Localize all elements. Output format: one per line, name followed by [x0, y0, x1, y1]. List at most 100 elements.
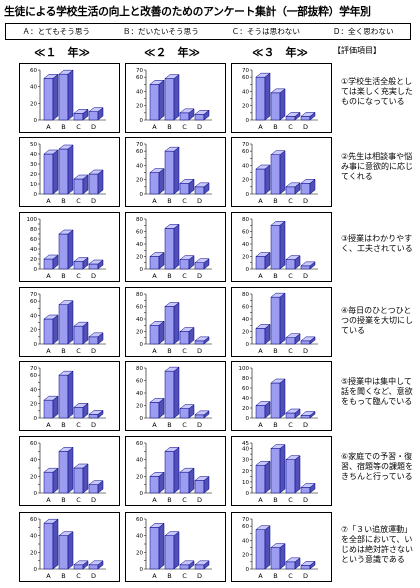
x-tick-label: A: [152, 197, 157, 205]
y-tick-label: 40: [136, 163, 143, 169]
y-tick-label: 60: [136, 149, 143, 155]
bar-D: [300, 178, 316, 195]
y-tick-label: 40: [30, 534, 37, 540]
y-tick-label: 0: [140, 192, 144, 198]
y-tick-label: 60: [30, 68, 37, 74]
y-tick-label: 60: [30, 441, 37, 447]
x-tick-label: A: [258, 421, 263, 429]
y-tick-label: 0: [140, 267, 144, 273]
x-tick-label: C: [182, 272, 187, 280]
bar-A: [149, 471, 165, 494]
chart-item2-grade1: 0 10 20 30 40 50 A B C D: [19, 137, 120, 207]
x-tick-label: D: [91, 123, 96, 131]
y-tick-label: 60: [136, 379, 143, 385]
x-tick-label: A: [258, 496, 263, 504]
bar-B: [58, 144, 74, 195]
bar-B: [270, 220, 286, 270]
y-tick-label: 40: [136, 242, 143, 248]
x-tick-label: D: [197, 123, 202, 131]
bar-C: [73, 463, 89, 494]
y-tick-label: 0: [34, 567, 38, 573]
y-tick-label: 40: [136, 317, 143, 323]
x-tick-label: B: [273, 347, 277, 355]
chart-item4-grade3: 0 20 40 60 80 A B C D: [231, 287, 332, 357]
x-tick-label: D: [303, 272, 308, 280]
x-tick-label: C: [182, 572, 187, 580]
y-tick-label: 30: [242, 458, 249, 464]
y-tick-label: 20: [136, 104, 143, 110]
bar-C: [179, 178, 195, 195]
chart-item1-grade2: 0 20 40 60 70 A B C D: [125, 63, 226, 133]
bar-B: [164, 366, 180, 419]
grade-header-1: ≪１ 年≫: [34, 46, 91, 59]
y-tick-label: 20: [30, 101, 37, 107]
bar-D: [300, 410, 316, 419]
bar-D: [88, 409, 104, 419]
y-tick-label: 20: [136, 330, 143, 336]
y-tick-label: 40: [30, 387, 37, 393]
x-tick-label: C: [182, 421, 187, 429]
y-tick-label: 80: [242, 217, 249, 223]
y-tick-label: 40: [30, 313, 37, 319]
x-tick-label: A: [258, 197, 263, 205]
chart-item4-grade2: 0 20 40 60 80 A B C D: [125, 287, 226, 357]
y-tick-label: 0: [246, 491, 250, 497]
x-tick-label: A: [152, 272, 157, 280]
y-tick-label: 0: [34, 192, 38, 198]
x-tick-label: D: [91, 347, 96, 355]
x-tick-label: C: [288, 197, 293, 205]
y-tick-label: 0: [140, 567, 144, 573]
bar-C: [179, 108, 195, 121]
y-tick-label: 60: [242, 386, 249, 392]
y-tick-label: 60: [30, 373, 37, 379]
bar-C: [73, 256, 89, 270]
y-tick-label: 20: [136, 550, 143, 556]
x-tick-label: B: [167, 197, 171, 205]
y-tick-label: 0: [246, 118, 250, 124]
bar-B: [270, 543, 286, 570]
bar-A: [255, 323, 271, 345]
y-axis: 0 20 40 60 80 100: [239, 366, 318, 422]
x-tick-label: B: [273, 272, 277, 280]
y-tick-label: 20: [242, 406, 249, 412]
y-tick-label: 20: [30, 328, 37, 334]
y-tick-label: 70: [136, 68, 143, 74]
grade-header-3: ≪３ 年≫: [252, 46, 309, 59]
bar-D: [88, 480, 104, 494]
bar-C: [73, 174, 89, 195]
legend-item-a: Ａ：とてもそう思う: [22, 27, 91, 36]
y-tick-label: 60: [30, 237, 37, 243]
bar-C: [285, 333, 301, 345]
bar-B: [270, 378, 286, 419]
y-tick-label: 20: [242, 330, 249, 336]
y-tick-label: 20: [30, 172, 37, 178]
y-tick-label: 20: [242, 104, 249, 110]
y-tick-label: 0: [34, 491, 38, 497]
x-tick-label: A: [258, 347, 263, 355]
chart-svg: 0 20 40 60 80 A B C D: [242, 217, 318, 280]
bar-B: [164, 146, 180, 195]
y-tick-label: 20: [30, 257, 37, 263]
x-tick-label: B: [167, 496, 171, 504]
y-tick-label: 20: [136, 474, 143, 480]
x-tick-label: C: [288, 421, 293, 429]
chart-svg: 0 20 40 60 A B C D: [136, 441, 212, 504]
bar-D: [300, 261, 316, 270]
x-tick-label: A: [152, 347, 157, 355]
x-tick-label: B: [273, 421, 277, 429]
chart-item3-grade2: 0 20 40 60 80 A B C D: [125, 212, 226, 282]
bar-D: [88, 259, 104, 270]
bar-A: [149, 79, 165, 121]
x-tick-label: A: [152, 123, 157, 131]
bar-D: [88, 560, 104, 570]
bar-C: [73, 321, 89, 345]
chart-item2-grade2: 0 20 40 60 70 A B C D: [125, 137, 226, 207]
bar-A: [149, 168, 165, 195]
x-tick-label: C: [76, 272, 81, 280]
x-tick-label: A: [46, 572, 51, 580]
grade-header-2: ≪２ 年≫: [144, 46, 201, 59]
bar-D: [88, 332, 104, 345]
y-axis: 0 20 40 60 80 100: [27, 217, 106, 273]
